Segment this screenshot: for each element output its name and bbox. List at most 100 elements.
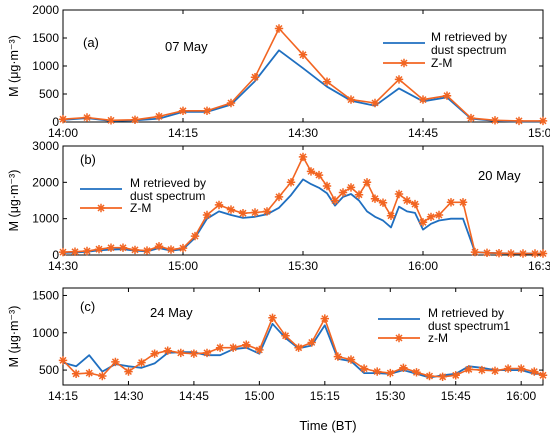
asterisk-marker-icon — [538, 371, 548, 380]
y-tick-label: 0 — [52, 115, 59, 129]
asterisk-marker-icon — [354, 190, 364, 199]
y-tick-label: 1500 — [32, 31, 59, 45]
asterisk-marker-icon — [399, 363, 408, 372]
asterisk-marker-icon — [163, 346, 172, 355]
asterisk-marker-icon — [58, 115, 68, 124]
asterisk-marker-icon — [166, 245, 176, 254]
asterisk-marker-icon — [98, 371, 107, 381]
y-tick-label: 0 — [52, 248, 59, 262]
asterisk-marker-icon — [215, 343, 225, 352]
asterisk-marker-icon — [286, 178, 296, 187]
y-tick-label: 2000 — [32, 175, 59, 189]
asterisk-marker-icon — [294, 343, 303, 352]
asterisk-marker-icon — [281, 331, 290, 340]
asterisk-marker-icon — [490, 116, 500, 125]
asterisk-marker-icon — [399, 58, 409, 68]
asterisk-marker-icon — [346, 183, 356, 192]
asterisk-marker-icon — [178, 106, 188, 115]
x-tick-label: 15:15 — [310, 389, 340, 403]
asterisk-marker-icon — [362, 178, 372, 187]
legend-label: dust spectrum1 — [428, 319, 510, 333]
legend-label: M retrieved by — [130, 176, 206, 190]
asterisk-marker-icon — [202, 106, 212, 115]
asterisk-marker-icon — [418, 218, 428, 227]
plot-frame — [62, 9, 544, 123]
asterisk-marker-icon — [346, 355, 356, 364]
asterisk-marker-icon — [322, 77, 332, 86]
asterisk-marker-icon — [338, 188, 348, 197]
asterisk-marker-icon — [238, 209, 248, 218]
panel-label: (a) — [83, 35, 99, 50]
asterisk-marker-icon — [58, 356, 68, 365]
asterisk-marker-icon — [82, 246, 92, 256]
asterisk-marker-icon — [111, 357, 120, 367]
asterisk-marker-icon — [70, 247, 80, 256]
asterisk-marker-icon — [394, 189, 404, 199]
asterisk-marker-icon — [425, 371, 434, 381]
plot-frame — [62, 287, 544, 386]
asterisk-marker-icon — [410, 199, 420, 209]
x-tick-label: 16:00 — [506, 389, 536, 403]
y-tick-label: 500 — [39, 87, 59, 101]
asterisk-marker-icon — [394, 333, 404, 343]
asterisk-marker-icon — [250, 73, 260, 82]
asterisk-marker-icon — [255, 345, 264, 355]
asterisk-marker-icon — [370, 194, 380, 203]
asterisk-marker-icon — [518, 249, 528, 258]
y-axis-label: M (μg·m⁻³) — [7, 306, 21, 368]
asterisk-marker-icon — [226, 205, 236, 214]
asterisk-marker-icon — [370, 98, 380, 108]
asterisk-marker-icon — [137, 358, 146, 367]
asterisk-marker-icon — [418, 95, 428, 104]
asterisk-marker-icon — [514, 116, 524, 126]
asterisk-marker-icon — [190, 231, 200, 241]
asterisk-marker-icon — [378, 198, 388, 207]
asterisk-marker-icon — [359, 364, 369, 373]
asterisk-marker-icon — [268, 313, 277, 322]
asterisk-marker-icon — [262, 207, 272, 216]
asterisk-marker-icon — [314, 170, 324, 180]
chart-panel-1: 0 500 1000 1500 2000 14:00 14:15 14:30 14:45 15:0… — [7, 3, 550, 140]
x-tick-label: 14:30 — [113, 389, 143, 403]
asterisk-marker-icon — [386, 211, 396, 220]
x-tick-label: 14:15 — [48, 389, 78, 403]
x-tick-label: 16:30 — [528, 259, 550, 273]
asterisk-marker-icon — [242, 340, 251, 349]
asterisk-marker-icon — [96, 203, 106, 213]
asterisk-marker-icon — [307, 338, 316, 347]
y-tick-label: 500 — [39, 363, 59, 377]
asterisk-marker-icon — [538, 116, 548, 126]
series-line-retrieved — [62, 49, 543, 123]
y-axis-label: M (μg·m⁻³) — [7, 170, 21, 232]
asterisk-marker-icon — [386, 368, 395, 378]
asterisk-marker-icon — [298, 152, 308, 162]
x-tick-label: 16:00 — [408, 259, 438, 273]
x-tick-label: 15:00 — [244, 389, 274, 403]
asterisk-marker-icon — [274, 192, 284, 202]
asterisk-marker-icon — [530, 249, 540, 258]
x-tick-label: 15:45 — [441, 389, 471, 403]
y-tick-label: 1500 — [32, 288, 59, 302]
asterisk-marker-icon — [402, 196, 412, 205]
asterisk-marker-icon — [298, 50, 308, 59]
asterisk-marker-icon — [464, 365, 473, 374]
x-tick-label: 14:15 — [168, 126, 198, 140]
asterisk-marker-icon — [466, 113, 476, 123]
asterisk-marker-icon — [106, 243, 116, 252]
asterisk-marker-icon — [333, 352, 343, 361]
y-axis-label: M (μg·m⁻³) — [7, 35, 21, 97]
legend-label: Z-M — [431, 56, 452, 70]
asterisk-marker-icon — [451, 371, 460, 380]
legend-label: z-M — [428, 331, 448, 345]
asterisk-marker-icon — [202, 210, 212, 220]
asterisk-marker-icon — [394, 75, 404, 84]
asterisk-marker-icon — [412, 368, 421, 377]
asterisk-marker-icon — [503, 364, 513, 373]
asterisk-marker-icon — [202, 348, 212, 358]
chart-panel-2: 0 1000 2000 3000 14:30 15:00 15:30 16:00 16:30 M … — [7, 139, 550, 273]
asterisk-marker-icon — [322, 181, 332, 191]
asterisk-marker-icon — [124, 367, 133, 376]
